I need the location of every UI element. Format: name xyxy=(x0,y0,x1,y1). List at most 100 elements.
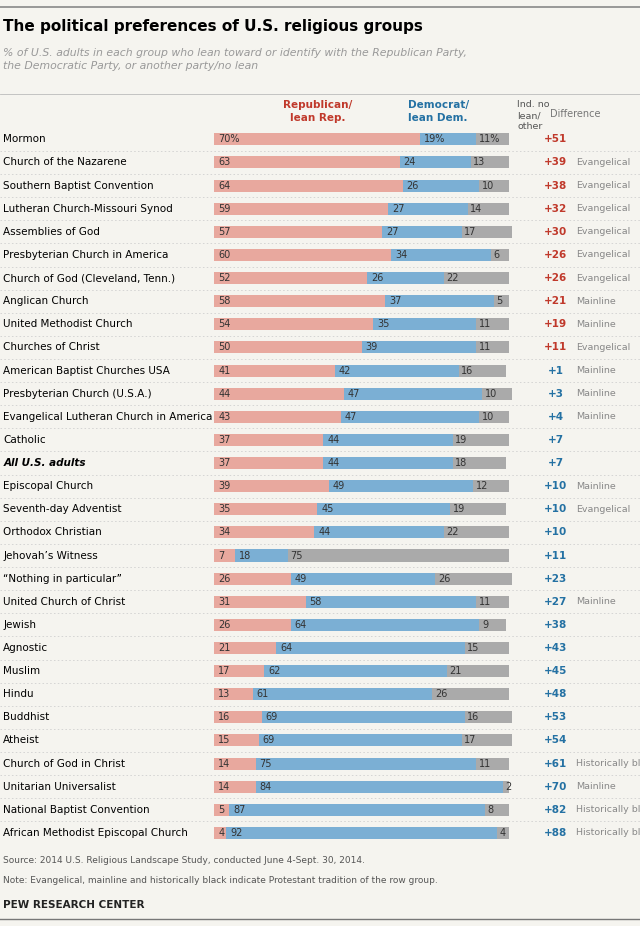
Bar xyxy=(432,688,509,700)
Text: +88: +88 xyxy=(544,828,567,838)
Text: 7: 7 xyxy=(218,551,225,560)
Text: 59: 59 xyxy=(218,204,230,214)
Text: 39: 39 xyxy=(218,482,230,491)
Bar xyxy=(420,133,476,145)
Bar xyxy=(214,156,400,169)
Bar xyxy=(276,642,465,654)
Text: 54: 54 xyxy=(218,319,230,330)
Text: United Methodist Church: United Methodist Church xyxy=(3,319,132,330)
Text: All U.S. adults: All U.S. adults xyxy=(3,458,86,468)
Text: United Church of Christ: United Church of Christ xyxy=(3,596,125,607)
Text: +43: +43 xyxy=(544,643,567,653)
Bar xyxy=(214,481,329,492)
Bar xyxy=(465,642,509,654)
Text: 92: 92 xyxy=(230,828,243,838)
Bar xyxy=(476,757,509,770)
Text: 64: 64 xyxy=(295,619,307,630)
Text: +11: +11 xyxy=(544,551,567,560)
Text: 26: 26 xyxy=(406,181,419,191)
Text: 57: 57 xyxy=(218,227,231,237)
Bar xyxy=(382,226,461,238)
Text: Muslim: Muslim xyxy=(3,666,40,676)
Text: Church of God in Christ: Church of God in Christ xyxy=(3,758,125,769)
Bar xyxy=(476,595,509,607)
Bar xyxy=(214,388,344,400)
Text: Mainline: Mainline xyxy=(576,296,616,306)
Bar xyxy=(214,180,403,192)
Bar xyxy=(214,549,235,561)
Text: 69: 69 xyxy=(262,735,275,745)
Bar xyxy=(262,711,465,723)
Bar xyxy=(476,342,509,354)
Bar xyxy=(373,319,476,331)
Text: 5: 5 xyxy=(497,296,503,307)
Text: 17: 17 xyxy=(464,735,477,745)
Text: 37: 37 xyxy=(389,296,401,307)
Text: 62: 62 xyxy=(268,666,281,676)
Bar xyxy=(214,272,367,284)
Text: 6: 6 xyxy=(493,250,500,260)
Text: 18: 18 xyxy=(239,551,251,560)
Bar xyxy=(214,342,362,354)
Bar xyxy=(214,711,262,723)
Text: 26: 26 xyxy=(218,619,230,630)
Text: +4: +4 xyxy=(547,412,564,421)
Text: 45: 45 xyxy=(321,505,333,514)
Text: +70: +70 xyxy=(544,782,567,792)
Text: 14: 14 xyxy=(218,758,230,769)
Bar xyxy=(214,133,420,145)
Text: 64: 64 xyxy=(280,643,292,653)
Text: % of U.S. adults in each group who lean toward or identify with the Republican P: % of U.S. adults in each group who lean … xyxy=(3,48,467,71)
Text: 47: 47 xyxy=(348,389,360,399)
Text: Jehovah’s Witness: Jehovah’s Witness xyxy=(3,551,98,560)
Bar xyxy=(214,503,317,515)
Bar xyxy=(335,365,459,377)
Text: Historically black: Historically black xyxy=(576,759,640,768)
Text: Evangelical: Evangelical xyxy=(576,205,630,213)
Bar xyxy=(483,388,512,400)
Bar xyxy=(214,226,382,238)
Text: 16: 16 xyxy=(461,366,474,376)
Text: Church of the Nazarene: Church of the Nazarene xyxy=(3,157,127,168)
Bar xyxy=(367,272,444,284)
Bar xyxy=(214,319,373,331)
Bar xyxy=(317,503,450,515)
Bar xyxy=(214,295,385,307)
Bar xyxy=(264,665,447,677)
Text: 12: 12 xyxy=(476,482,488,491)
Text: 37: 37 xyxy=(218,458,230,468)
Bar xyxy=(444,526,509,538)
Bar xyxy=(503,781,509,793)
Text: 63: 63 xyxy=(218,157,230,168)
Text: Church of God (Cleveland, Tenn.): Church of God (Cleveland, Tenn.) xyxy=(3,273,175,283)
Text: +27: +27 xyxy=(544,596,567,607)
Bar xyxy=(323,457,453,469)
Text: 19%: 19% xyxy=(424,134,445,144)
Bar xyxy=(214,203,388,215)
Text: The political preferences of U.S. religious groups: The political preferences of U.S. religi… xyxy=(3,19,423,33)
Bar xyxy=(400,156,470,169)
Text: 15: 15 xyxy=(218,735,230,745)
Text: Atheist: Atheist xyxy=(3,735,40,745)
Text: 13: 13 xyxy=(218,689,230,699)
Text: Historically black: Historically black xyxy=(576,806,640,814)
Text: 11: 11 xyxy=(479,319,492,330)
Text: Mainline: Mainline xyxy=(576,389,616,398)
Text: African Methodist Episcopal Church: African Methodist Episcopal Church xyxy=(3,828,188,838)
Text: 70%: 70% xyxy=(218,134,240,144)
Text: 26: 26 xyxy=(438,573,450,583)
Text: +38: +38 xyxy=(544,181,567,191)
Text: 5: 5 xyxy=(218,805,225,815)
Bar xyxy=(291,619,479,631)
Text: “Nothing in particular”: “Nothing in particular” xyxy=(3,573,122,583)
Text: 21: 21 xyxy=(449,666,462,676)
Bar xyxy=(214,781,255,793)
Bar xyxy=(235,549,288,561)
Bar xyxy=(444,272,509,284)
Text: 31: 31 xyxy=(218,596,230,607)
Text: 44: 44 xyxy=(218,389,230,399)
Bar xyxy=(459,365,506,377)
Bar xyxy=(214,249,391,261)
Text: 4: 4 xyxy=(500,828,506,838)
Text: +11: +11 xyxy=(544,343,567,353)
